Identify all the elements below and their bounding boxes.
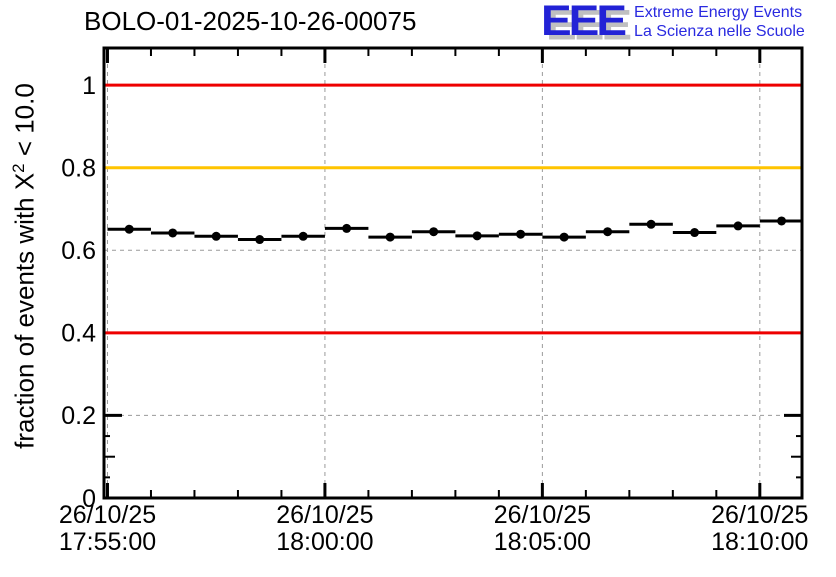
y-tick-label: 0.4 <box>61 320 96 348</box>
data-point <box>385 232 395 242</box>
eee-logo-subtitle-line1: Extreme Energy Events <box>634 4 803 21</box>
x-tick-label-time: 18:05:00 <box>494 528 591 556</box>
data-point <box>124 224 134 234</box>
data-point <box>211 231 221 241</box>
y-tick-label: 0 <box>82 485 96 513</box>
x-tick-label-time: 18:00:00 <box>276 528 373 556</box>
data-point <box>472 231 482 241</box>
y-tick-label: 0.6 <box>61 237 96 265</box>
y-tick-label: 1 <box>82 72 96 100</box>
x-tick-label-time: 17:55:00 <box>59 528 156 556</box>
eee-logo: EEE Extreme Energy Events La Scienza nel… <box>541 0 805 48</box>
data-point <box>298 231 308 241</box>
data-point <box>690 228 700 238</box>
page-title: BOLO-01-2025-10-26-00075 <box>84 6 417 36</box>
x-tick-label-date: 26/10/25 <box>276 501 373 529</box>
data-point <box>559 232 569 242</box>
data-point <box>255 235 265 245</box>
eee-logo-subtitle: Extreme Energy Events La Scienza nelle S… <box>634 3 805 41</box>
eee-logo-acronym: EEE <box>541 0 627 45</box>
data-point <box>646 219 656 229</box>
x-tick-label-date: 26/10/25 <box>494 501 591 529</box>
y-axis-title: fraction of events with X2 < 10.0 <box>9 41 40 491</box>
data-point <box>603 227 613 237</box>
y-axis-title-superscript: 2 <box>9 163 28 173</box>
data-point <box>429 227 439 237</box>
x-tick-label-date: 26/10/25 <box>59 501 156 529</box>
x-tick-label-time: 18:10:00 <box>711 528 808 556</box>
x-tick-label-date: 26/10/25 <box>711 501 808 529</box>
y-tick-label: 0.8 <box>61 154 96 182</box>
data-point <box>516 229 526 239</box>
eee-logo-subtitle-line2: La Scienza nelle Scuole <box>634 23 805 40</box>
data-point <box>733 221 743 231</box>
y-axis-title-text: fraction of events with X <box>9 172 40 449</box>
data-point <box>342 223 352 233</box>
plot-frame <box>102 46 804 500</box>
data-point <box>168 228 178 238</box>
y-tick-label: 0.2 <box>61 402 96 430</box>
y-axis-title-suffix: < 10.0 <box>9 83 40 164</box>
data-point <box>777 216 787 226</box>
